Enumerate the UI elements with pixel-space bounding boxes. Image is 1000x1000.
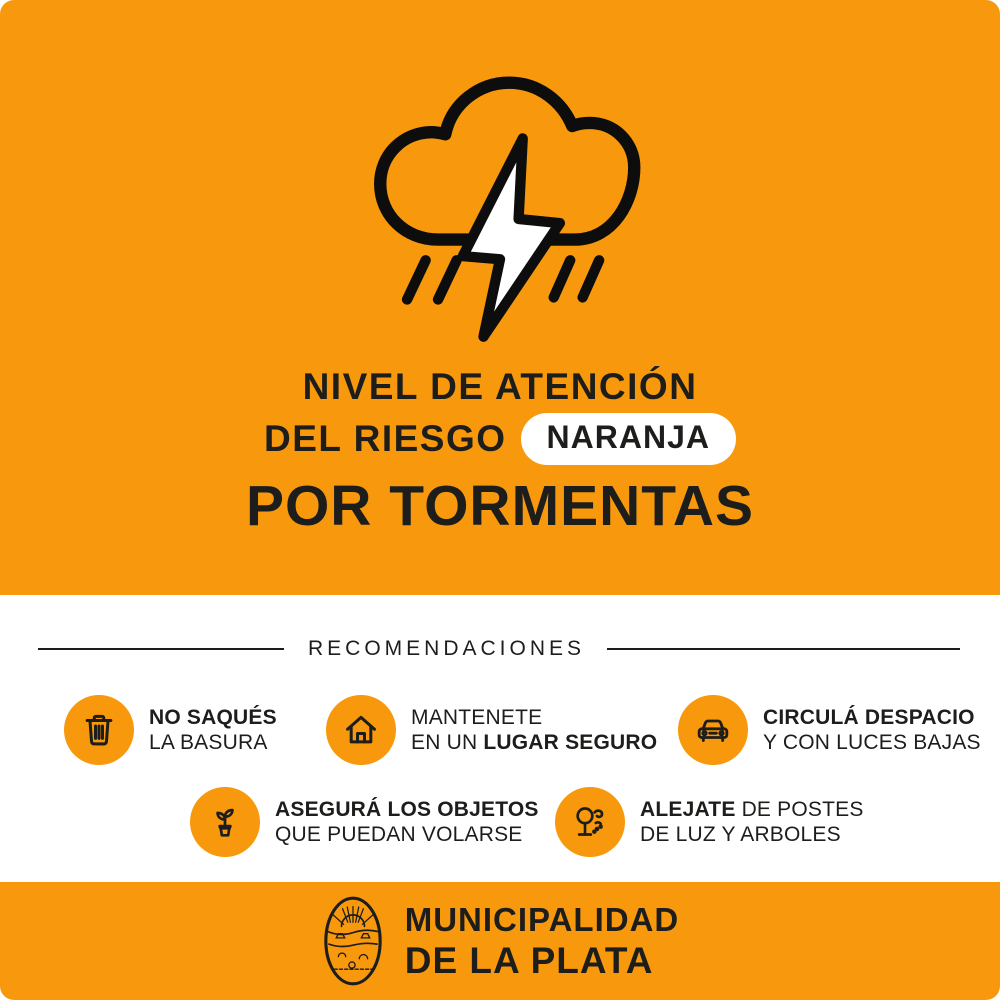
la-plata-crest: [321, 894, 385, 988]
footer-section: MUNICIPALIDAD DE LA PLATA: [0, 882, 1000, 1000]
trash-icon: [64, 695, 134, 765]
rec-item-label: NO SAQUÉS LA BASURA: [149, 706, 277, 754]
alert-title-line1: NIVEL DE ATENCIÓN: [302, 366, 698, 407]
recommendations-heading: RECOMENDACIONES: [0, 637, 1000, 661]
recommendations-section: RECOMENDACIONES NO SAQUÉS LA BASURA: [0, 595, 1000, 882]
rec-item-home: MANTENETE EN UN LUGAR SEGURO: [326, 695, 678, 765]
rec-item-poles-trees: ALEJATE DE POSTES DE LUZ Y ARBOLES: [555, 787, 864, 857]
recommendations-title: RECOMENDACIONES: [308, 637, 586, 660]
hero-section: NIVEL DE ATENCIÓN DEL RIESGO NARANJA POR…: [0, 0, 1000, 595]
risk-label: DEL RIESGO: [264, 418, 507, 459]
heading-rule-right: [607, 648, 960, 650]
org-name-line1: MUNICIPALIDAD: [404, 901, 680, 938]
rec-item-label: ASEGURÁ LOS OBJETOS QUE PUEDAN VOLARSE: [275, 798, 539, 846]
alert-title-line3: POR TORMENTAS: [245, 474, 755, 538]
rec-item-label: MANTENETE EN UN LUGAR SEGURO: [411, 706, 658, 754]
recommendations-row-1: NO SAQUÉS LA BASURA MANTENETE EN UN LUGA…: [0, 695, 1000, 765]
rec-item-car: CIRCULÁ DESPACIO Y CON LUCES BAJAS: [678, 695, 981, 765]
rec-item-objects: ASEGURÁ LOS OBJETOS QUE PUEDAN VOLARSE: [190, 787, 555, 857]
alert-title-line2: DEL RIESGO NARANJA: [0, 413, 1000, 465]
org-name: MUNICIPALIDAD DE LA PLATA: [405, 903, 680, 979]
car-icon: [678, 695, 748, 765]
rec-item-label: ALEJATE DE POSTES DE LUZ Y ARBOLES: [640, 798, 864, 846]
org-name-line2: DE LA PLATA: [404, 940, 654, 981]
rec-item-trash: NO SAQUÉS LA BASURA: [64, 695, 326, 765]
plant-icon: [190, 787, 260, 857]
storm-cloud-lightning-icon: [345, 62, 655, 347]
rec-item-label: CIRCULÁ DESPACIO Y CON LUCES BAJAS: [763, 706, 981, 754]
recommendations-row-2: ASEGURÁ LOS OBJETOS QUE PUEDAN VOLARSE: [0, 787, 1000, 857]
heading-rule-left: [38, 648, 284, 650]
level-badge: NARANJA: [520, 413, 736, 465]
house-icon: [326, 695, 396, 765]
tree-wind-icon: [555, 787, 625, 857]
